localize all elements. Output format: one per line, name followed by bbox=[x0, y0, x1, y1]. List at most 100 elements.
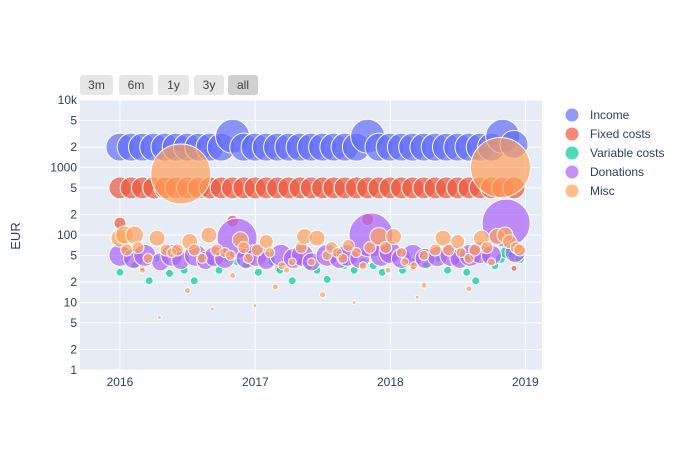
legend-marker bbox=[564, 164, 580, 180]
misc-bubble[interactable] bbox=[306, 257, 316, 267]
misc-bubble[interactable] bbox=[395, 247, 407, 259]
range-button-1y[interactable]: 1y bbox=[158, 75, 189, 95]
misc-bubble[interactable] bbox=[409, 261, 419, 271]
misc-bubble[interactable] bbox=[242, 252, 254, 264]
misc-bubble[interactable] bbox=[209, 306, 215, 312]
legend-marker bbox=[564, 145, 580, 161]
misc-bubble[interactable] bbox=[224, 249, 236, 261]
y-tick-label: 5 bbox=[70, 316, 77, 330]
misc-bubble[interactable] bbox=[131, 241, 145, 255]
misc-bubble[interactable] bbox=[420, 281, 428, 289]
misc-bubble[interactable] bbox=[125, 225, 145, 245]
legend-item-donations[interactable]: Donations bbox=[564, 164, 644, 180]
misc-bubble[interactable] bbox=[250, 243, 264, 257]
y-tick-label: 5 bbox=[70, 248, 77, 262]
variable-costs-bubble[interactable] bbox=[164, 268, 174, 278]
y-axis-ticks: 1 2 5 10 2 5 100 2 5 1000 2 5 10k bbox=[50, 93, 78, 377]
variable-costs-bubble[interactable] bbox=[322, 274, 332, 284]
variable-costs-bubble[interactable] bbox=[287, 276, 297, 286]
legend-item-misc[interactable]: Misc bbox=[564, 183, 615, 199]
misc-bubble[interactable] bbox=[196, 252, 208, 264]
y-tick-label: 100 bbox=[57, 228, 77, 242]
variable-costs-bubble[interactable] bbox=[443, 265, 453, 275]
misc-bubble[interactable] bbox=[156, 314, 162, 320]
misc-bubble[interactable] bbox=[138, 266, 146, 274]
legend-label: Misc bbox=[590, 184, 615, 198]
misc-bubble[interactable] bbox=[513, 243, 527, 257]
misc-bubble[interactable] bbox=[428, 243, 442, 257]
y-tick-label: 10 bbox=[64, 296, 78, 310]
misc-bubble[interactable] bbox=[142, 252, 154, 264]
misc-bubble[interactable] bbox=[442, 243, 456, 257]
range-button-3m[interactable]: 3m bbox=[80, 75, 113, 95]
y-tick-label: 2 bbox=[70, 208, 77, 222]
misc-bubble[interactable] bbox=[319, 291, 327, 299]
misc-bubble[interactable] bbox=[358, 261, 368, 271]
misc-bubble[interactable] bbox=[450, 234, 466, 250]
legend-item-income[interactable]: Income bbox=[564, 107, 630, 123]
legend-marker bbox=[564, 126, 580, 142]
misc-bubble[interactable] bbox=[264, 247, 276, 259]
misc-bubble[interactable] bbox=[342, 238, 356, 252]
misc-bubble[interactable] bbox=[184, 287, 192, 295]
misc-bubble[interactable] bbox=[400, 257, 410, 267]
misc-bubble[interactable] bbox=[308, 229, 326, 247]
misc-bubble[interactable] bbox=[414, 294, 420, 300]
variable-costs-bubble[interactable] bbox=[471, 276, 481, 286]
misc-bubble[interactable] bbox=[385, 228, 403, 246]
misc-bubble[interactable] bbox=[350, 247, 362, 259]
misc-bubble[interactable] bbox=[418, 249, 430, 261]
misc-bubble[interactable] bbox=[463, 252, 475, 264]
misc-bubble[interactable] bbox=[379, 241, 393, 255]
y-tick-label: 5 bbox=[70, 181, 77, 195]
x-tick-label: 2016 bbox=[107, 375, 134, 389]
misc-bubble[interactable] bbox=[258, 234, 274, 250]
legend-item-variable-costs[interactable]: Variable costs bbox=[564, 145, 664, 161]
misc-bubble[interactable] bbox=[170, 243, 184, 257]
misc-bubble[interactable] bbox=[363, 241, 377, 255]
range-button-6m[interactable]: 6m bbox=[119, 75, 153, 95]
range-button-all[interactable]: all bbox=[228, 75, 258, 95]
variable-costs-bubble[interactable] bbox=[462, 267, 472, 277]
misc-bubble[interactable] bbox=[351, 300, 357, 305]
variable-costs-bubble[interactable] bbox=[115, 267, 125, 277]
legend-item-fixed-costs[interactable]: Fixed costs bbox=[564, 126, 651, 142]
misc-bubble[interactable] bbox=[480, 241, 494, 255]
misc-bubble[interactable] bbox=[252, 303, 258, 309]
variable-costs-bubble[interactable] bbox=[253, 267, 263, 277]
legend-label: Income bbox=[590, 108, 630, 122]
variable-costs-bubble[interactable] bbox=[144, 276, 154, 286]
y-tick-label: 2 bbox=[70, 275, 77, 289]
misc-bubble[interactable] bbox=[150, 143, 212, 205]
range-button-3y[interactable]: 3y bbox=[194, 75, 224, 95]
misc-bubble[interactable] bbox=[283, 266, 291, 274]
misc-bubble[interactable] bbox=[237, 241, 251, 255]
legend-label: Fixed costs bbox=[590, 127, 651, 141]
misc-bubble[interactable] bbox=[384, 266, 392, 274]
variable-costs-bubble[interactable] bbox=[189, 276, 199, 286]
misc-bubble[interactable] bbox=[229, 272, 237, 280]
misc-bubble[interactable] bbox=[200, 226, 218, 244]
misc-bubble[interactable] bbox=[465, 285, 473, 293]
misc-bubble[interactable] bbox=[468, 243, 482, 257]
misc-bubble[interactable] bbox=[120, 243, 134, 257]
misc-bubble[interactable] bbox=[486, 257, 496, 267]
x-axis-ticks: 2016 2017 2018 2019 bbox=[107, 375, 539, 389]
misc-bubble[interactable] bbox=[148, 229, 166, 247]
misc-bubble[interactable] bbox=[277, 261, 287, 271]
misc-bubble[interactable] bbox=[337, 252, 349, 264]
y-tick-label: 1000 bbox=[50, 161, 77, 175]
x-tick-label: 2018 bbox=[377, 375, 404, 389]
fixed-costs-bubble[interactable] bbox=[510, 264, 518, 272]
legend-label: Donations bbox=[590, 165, 644, 179]
y-tick-label: 2 bbox=[70, 343, 77, 357]
misc-bubble[interactable] bbox=[187, 243, 201, 257]
legend-label: Variable costs bbox=[590, 146, 664, 160]
misc-bubble[interactable] bbox=[455, 247, 467, 259]
misc-bubble[interactable] bbox=[469, 137, 531, 198]
misc-bubble[interactable] bbox=[287, 257, 297, 267]
y-tick-label: 10k bbox=[58, 93, 78, 107]
misc-bubble[interactable] bbox=[271, 283, 279, 291]
x-tick-label: 2019 bbox=[512, 375, 539, 389]
